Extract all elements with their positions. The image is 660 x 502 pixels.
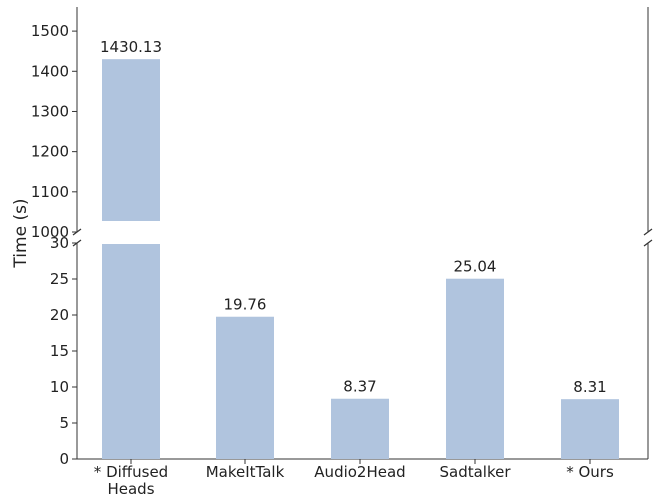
y-axis-label: Time (s): [11, 198, 31, 268]
axis-break-marks: [72, 228, 653, 247]
y-tick-label-lower: 25: [50, 270, 69, 288]
axis-break-mark: [643, 239, 653, 247]
y-tick-label-upper: 1200: [31, 143, 69, 161]
bar-value-label: 1430.13: [100, 38, 162, 56]
bar-lower-segment: [102, 244, 160, 459]
x-tick-label: * Diffused Heads: [94, 463, 168, 498]
y-tick-label-lower: 5: [59, 414, 69, 432]
bar-value-label: 8.31: [573, 378, 606, 396]
x-tick-label: Audio2Head: [314, 463, 405, 481]
axis-break-mark: [72, 239, 82, 247]
y-tick-label-upper: 1300: [31, 102, 69, 120]
y-tick-label-lower: 15: [50, 342, 69, 360]
bar: [446, 278, 504, 459]
y-tick-label-lower: 0: [59, 450, 69, 468]
y-tick-label-upper: 1100: [31, 183, 69, 201]
bar-value-label: 19.76: [224, 296, 267, 314]
bar-value-label: 8.37: [343, 378, 376, 396]
y-tick-label-lower: 10: [50, 378, 69, 396]
y-tick-label-lower: 20: [50, 306, 69, 324]
lower-panel: 0 5 10 15 20 25 30 * Diffused Heads 19.76 MakeItTa…: [50, 234, 649, 498]
axis-break-mark: [643, 228, 653, 236]
bar: [331, 398, 389, 459]
upper-panel: 1000 1100 1200 1300 1400 1500 1430.13: [31, 7, 649, 241]
y-tick-label-upper: 1000: [31, 223, 69, 241]
x-tick-label: MakeItTalk: [206, 463, 285, 481]
y-tick-label-upper: 1400: [31, 62, 69, 80]
x-tick-label: * Ours: [566, 463, 614, 481]
y-tick-label-upper: 1500: [31, 22, 69, 40]
bar: [216, 316, 274, 459]
bar-upper-segment: [102, 59, 160, 221]
bar: [561, 399, 619, 459]
x-tick-label: Sadtalker: [439, 463, 511, 481]
y-tick-label-lower: 30: [50, 234, 69, 252]
axis-break-mark: [72, 228, 82, 236]
bar-value-label: 25.04: [454, 258, 497, 276]
